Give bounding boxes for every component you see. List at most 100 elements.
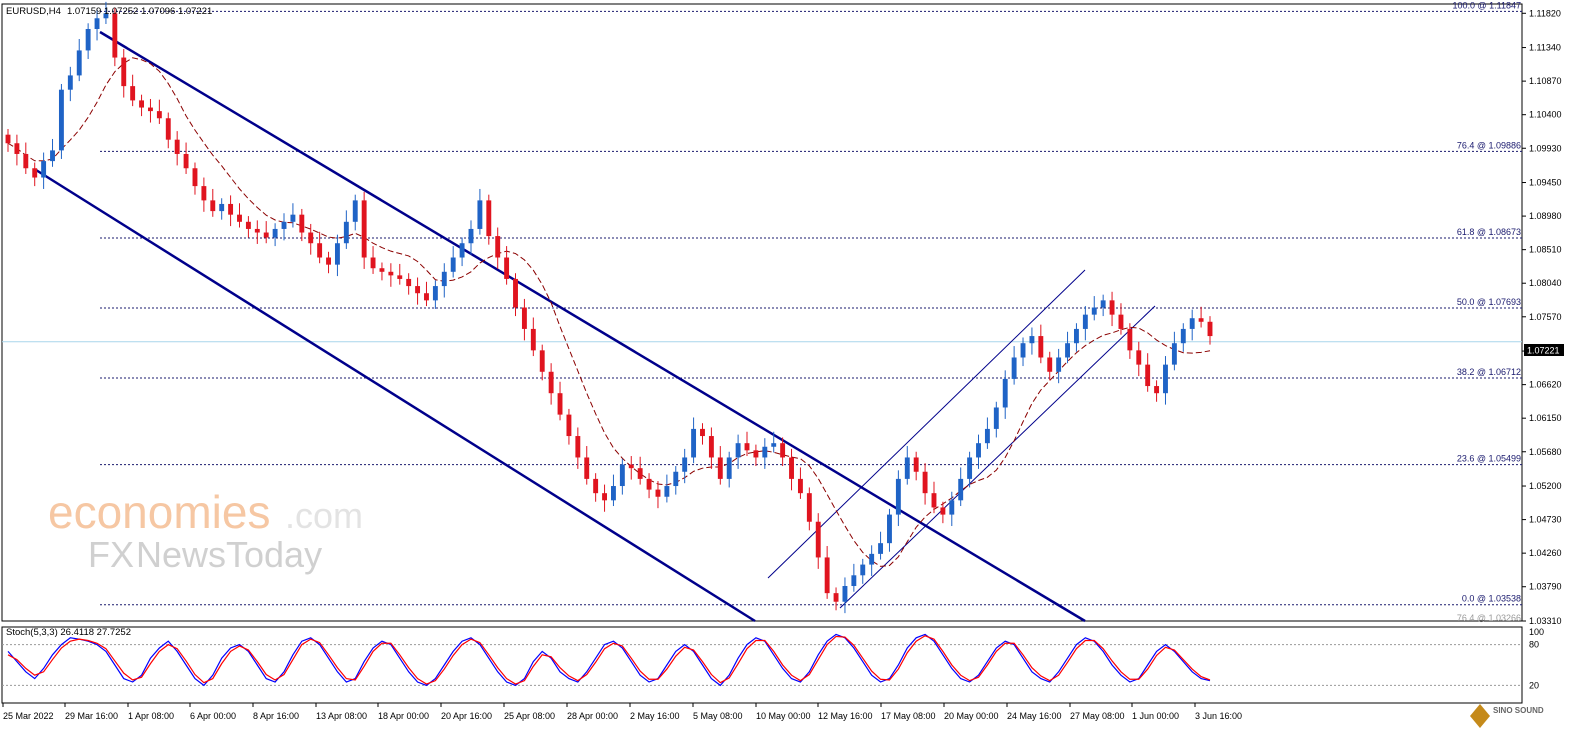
watermark-news: NewsToday	[136, 534, 322, 575]
price-tick-label: 1.08040	[1529, 278, 1562, 288]
stoch-signal-line	[7, 635, 1211, 685]
candle-body	[94, 18, 100, 29]
candle-body	[5, 134, 11, 144]
candle-body	[708, 436, 714, 458]
stoch-main-line	[7, 633, 1211, 687]
candle-body	[878, 543, 884, 554]
candle-body	[50, 150, 55, 162]
candle-body	[1189, 318, 1195, 329]
fib-label: 100.0 @ 1.11847	[1452, 0, 1521, 10]
price-tick-label: 1.10870	[1529, 76, 1562, 86]
time-tick-label: 27 May 08:00	[1070, 711, 1125, 721]
candle-body	[958, 478, 964, 501]
candle-body	[441, 271, 447, 287]
candle-body	[14, 143, 20, 154]
candle-body	[103, 13, 109, 19]
candle-body	[504, 257, 510, 279]
candle-body	[1020, 343, 1026, 358]
candle-body	[459, 243, 465, 258]
stoch-readout: Stoch(5,3,3) 26.4118 27.7252	[6, 627, 131, 638]
candle-body	[984, 428, 990, 444]
candle-body	[156, 111, 162, 119]
current-price-value: 1.07221	[1527, 346, 1560, 356]
price-tick-label: 1.07570	[1529, 312, 1562, 322]
candle-body	[860, 564, 866, 576]
watermark: economies .com FX NewsToday	[48, 486, 363, 575]
time-tick-label: 1 Apr 08:00	[128, 711, 174, 721]
candle-body	[753, 450, 759, 458]
time-tick-label: 10 May 00:00	[756, 711, 811, 721]
candle-body	[1082, 314, 1088, 329]
candle-body	[1118, 314, 1124, 329]
candle-body	[940, 507, 946, 515]
candle-body	[308, 232, 314, 244]
candle-body	[32, 168, 38, 178]
candle-body	[406, 278, 412, 287]
candle-body	[833, 593, 839, 602]
price-panel-border	[1, 3, 1523, 622]
candle-body	[575, 436, 581, 458]
candle-body	[139, 100, 145, 108]
candle-body	[646, 478, 652, 490]
candle-body	[290, 214, 296, 222]
price-tick-label: 1.03790	[1529, 582, 1562, 592]
candle-body	[949, 500, 955, 515]
ma-line	[7, 57, 1211, 567]
price-tick-label: 1.04730	[1529, 515, 1562, 525]
candle-body	[1136, 350, 1142, 365]
candle-body	[530, 328, 536, 351]
candle-body	[192, 168, 198, 187]
candle-body	[539, 350, 545, 372]
candle-body	[967, 457, 973, 479]
candle-body	[869, 553, 875, 565]
candle-body	[486, 200, 492, 237]
current-price-tag: 1.07221	[1524, 344, 1564, 356]
candle-body	[922, 471, 928, 494]
candle-body	[281, 221, 287, 229]
stoch-panel-border	[1, 626, 1523, 704]
candle-body	[299, 214, 305, 233]
candle-body	[1029, 336, 1035, 344]
candle-body	[655, 489, 661, 497]
time-tick-label: 3 Jun 16:00	[1195, 711, 1242, 721]
price-tick-label: 1.05680	[1529, 447, 1562, 457]
candle-body	[263, 232, 269, 238]
logo: SINO SOUND	[1470, 704, 1544, 728]
time-tick-label: 8 Apr 16:00	[253, 711, 299, 721]
candle-body	[1171, 343, 1177, 365]
candle-body	[797, 478, 803, 494]
candle-body	[352, 200, 358, 222]
price-tick-label: 1.06150	[1529, 413, 1562, 423]
candle-body	[628, 464, 634, 469]
channel-line	[99, 30, 1086, 623]
time-tick-label: 6 Apr 00:00	[190, 711, 236, 721]
candle-body	[1065, 343, 1070, 358]
time-tick-label: 5 May 08:00	[693, 711, 743, 721]
price-axis: 1.11820 1.11340 1.10870 1.10400 1.09930 1.094…	[1522, 8, 1562, 626]
candle-body	[566, 414, 572, 437]
candle-body	[468, 228, 474, 244]
candle-body	[842, 586, 848, 602]
candle-body	[326, 257, 331, 265]
fib-label: 38.2 @ 1.06712	[1457, 367, 1521, 377]
watermark-domain: .com	[285, 495, 363, 536]
candle-body	[673, 471, 679, 487]
candle-body	[219, 203, 225, 212]
fib-label: 50.0 @ 1.07693	[1457, 297, 1521, 307]
candle-body	[1056, 357, 1062, 372]
candle-body	[76, 50, 82, 76]
candle-body	[361, 200, 367, 258]
candle-body	[228, 203, 234, 215]
candle-body	[388, 271, 394, 276]
candle-body	[682, 457, 688, 472]
moving-average	[7, 57, 1211, 567]
candle-body	[23, 153, 29, 169]
time-tick-label: 1 Jun 00:00	[1132, 711, 1179, 721]
candle-body	[513, 278, 518, 308]
candle-body	[1198, 318, 1204, 322]
candle-body	[1091, 307, 1097, 315]
time-tick-label: 28 Apr 00:00	[567, 711, 618, 721]
candle-body	[1154, 386, 1160, 394]
time-tick-label: 20 Apr 16:00	[441, 711, 492, 721]
candle-body	[174, 139, 180, 154]
